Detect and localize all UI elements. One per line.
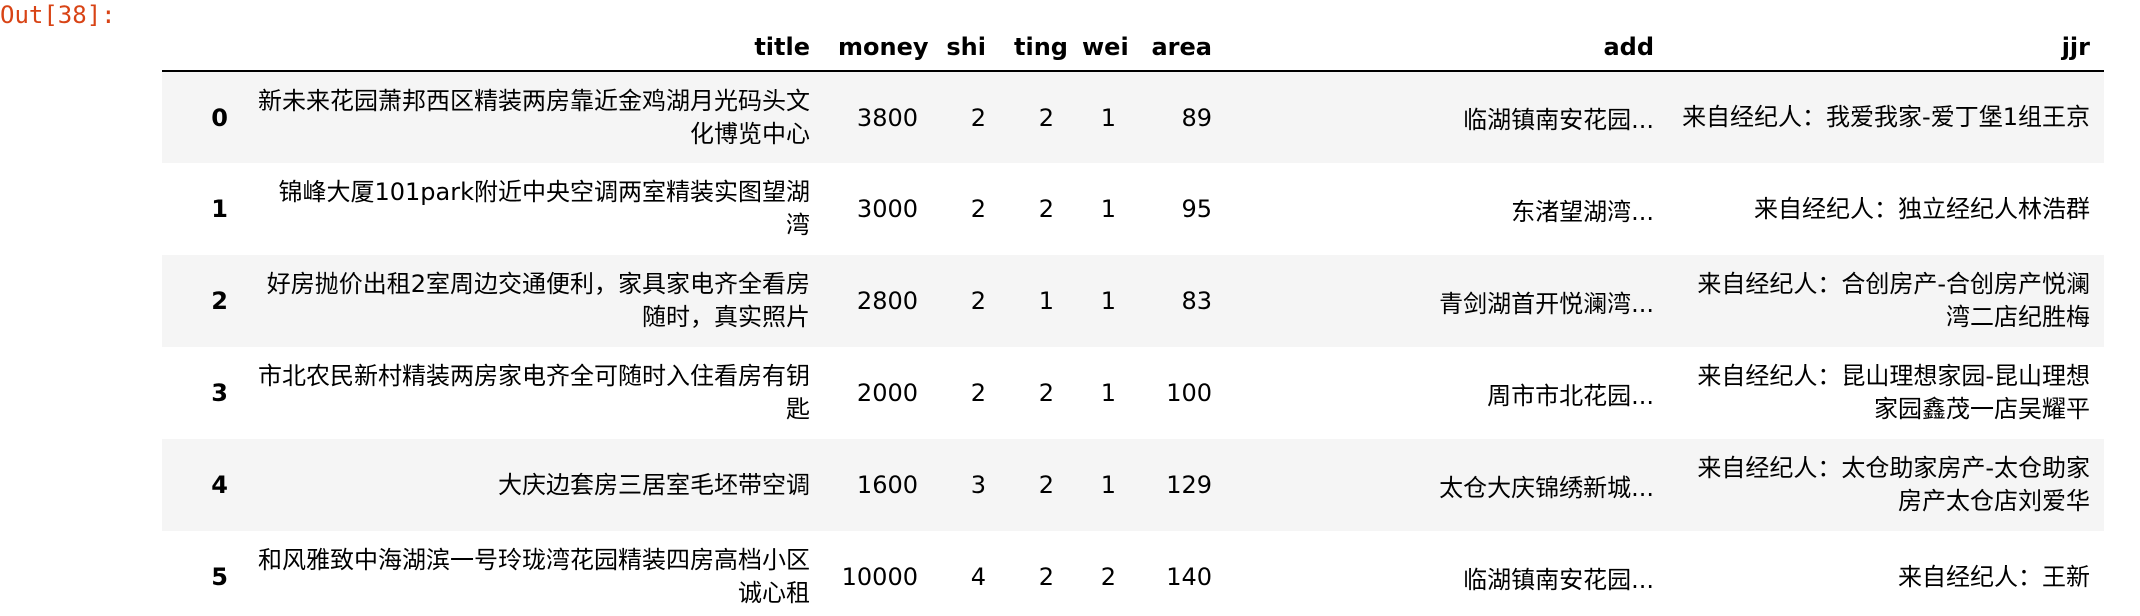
cell-shi: 2 <box>970 195 986 223</box>
table-row: 0 新未来花园萧邦西区精装两房靠近金鸡湖月光码头文化博览中心 3800 2 2 … <box>162 71 2104 163</box>
cell-add: 东渚望湖湾... <box>1511 197 1654 226</box>
header-row: title money shi ting wei area add jjr <box>162 24 2104 72</box>
row-index: 4 <box>211 471 228 499</box>
column-header-jjr: jjr <box>1668 24 2104 72</box>
cell-shi: 2 <box>970 103 986 132</box>
cell-ting: 2 <box>1038 563 1054 591</box>
column-header-wei: wei <box>1068 24 1130 72</box>
table-row: 5 和风雅致中海湖滨一号玲珑湾花园精装四房高档小区诚心租 10000 4 2 2… <box>162 531 2104 616</box>
cell-area: 100 <box>1166 379 1212 407</box>
table-row: 4 大庆边套房三居室毛坯带空调 1600 3 2 1 129 太仓大庆锦绣新城.… <box>162 439 2104 531</box>
column-header-ting: ting <box>1000 24 1068 72</box>
column-header-area: area <box>1130 24 1226 72</box>
column-header-add: add <box>1226 24 1668 72</box>
cell-jjr: 来自经纪人：我爱我家-爱丁堡1组王京 <box>1682 103 2090 131</box>
cell-wei: 1 <box>1100 195 1116 223</box>
cell-shi: 2 <box>970 379 986 407</box>
cell-ting: 2 <box>1038 379 1054 407</box>
output-prompt: Out[38]: <box>0 1 116 29</box>
index-header <box>162 24 242 72</box>
cell-jjr: 来自经纪人：独立经纪人林浩群 <box>1754 194 2090 223</box>
column-header-title: title <box>242 24 824 72</box>
cell-shi: 2 <box>970 287 986 315</box>
dataframe-table: title money shi ting wei area add jjr 0 … <box>162 24 2104 616</box>
cell-wei: 1 <box>1100 287 1116 315</box>
cell-title: 大庆边套房三居室毛坯带空调 <box>498 470 810 499</box>
column-header-money: money <box>824 24 932 72</box>
row-index: 0 <box>211 103 228 132</box>
cell-wei: 2 <box>1100 563 1116 591</box>
cell-ting: 1 <box>1038 287 1054 315</box>
table-row: 1 锦峰大厦101park附近中央空调两室精装实图望湖湾 3000 2 2 1 … <box>162 163 2104 255</box>
cell-area: 89 <box>1181 103 1212 132</box>
cell-jjr: 来自经纪人：王新 <box>1898 562 2090 591</box>
cell-money: 10000 <box>841 563 918 591</box>
cell-jjr: 来自经纪人：太仓助家房产-太仓助家房产太仓店刘爱华 <box>1697 454 2090 515</box>
row-index: 2 <box>211 287 228 315</box>
cell-wei: 1 <box>1100 379 1116 407</box>
table-row: 2 好房抛价出租2室周边交通便利，家具家电齐全看房随时，真实照片 2800 2 … <box>162 255 2104 347</box>
cell-title: 好房抛价出租2室周边交通便利，家具家电齐全看房随时，真实照片 <box>266 270 810 331</box>
cell-title: 市北农民新村精装两房家电齐全可随时入住看房有钥匙 <box>258 362 810 423</box>
row-index: 5 <box>211 563 228 591</box>
cell-jjr: 来自经纪人：昆山理想家园-昆山理想家园鑫茂一店吴耀平 <box>1697 362 2090 423</box>
column-header-shi: shi <box>932 24 1000 72</box>
cell-title: 锦峰大厦101park附近中央空调两室精装实图望湖湾 <box>278 178 810 239</box>
cell-money: 1600 <box>856 471 918 499</box>
cell-money: 3800 <box>856 103 918 132</box>
cell-ting: 2 <box>1038 471 1054 499</box>
cell-add: 临湖镇南安花园... <box>1463 565 1654 594</box>
row-index: 3 <box>211 379 228 407</box>
row-index: 1 <box>211 195 228 223</box>
table-row: 3 市北农民新村精装两房家电齐全可随时入住看房有钥匙 2000 2 2 1 10… <box>162 347 2104 439</box>
cell-area: 95 <box>1181 195 1212 223</box>
cell-add: 周市市北花园... <box>1487 381 1654 410</box>
cell-add: 太仓大庆锦绣新城... <box>1439 473 1654 502</box>
cell-shi: 4 <box>970 563 986 591</box>
cell-area: 140 <box>1166 563 1212 591</box>
cell-area: 129 <box>1166 471 1212 499</box>
cell-jjr: 来自经纪人：合创房产-合创房产悦澜湾二店纪胜梅 <box>1697 270 2090 331</box>
cell-wei: 1 <box>1100 103 1116 132</box>
cell-shi: 3 <box>970 471 986 499</box>
cell-money: 2000 <box>856 379 918 407</box>
cell-money: 2800 <box>856 287 918 315</box>
cell-wei: 1 <box>1100 471 1116 499</box>
cell-ting: 2 <box>1038 103 1054 132</box>
cell-title: 和风雅致中海湖滨一号玲珑湾花园精装四房高档小区诚心租 <box>258 546 810 607</box>
cell-money: 3000 <box>856 195 918 223</box>
cell-title: 新未来花园萧邦西区精装两房靠近金鸡湖月光码头文化博览中心 <box>258 86 810 148</box>
dataframe-output: title money shi ting wei area add jjr 0 … <box>162 24 2104 616</box>
cell-area: 83 <box>1181 287 1212 315</box>
cell-add: 临湖镇南安花园... <box>1463 106 1654 134</box>
cell-add: 青剑湖首开悦澜湾... <box>1439 289 1654 318</box>
cell-ting: 2 <box>1038 195 1054 223</box>
